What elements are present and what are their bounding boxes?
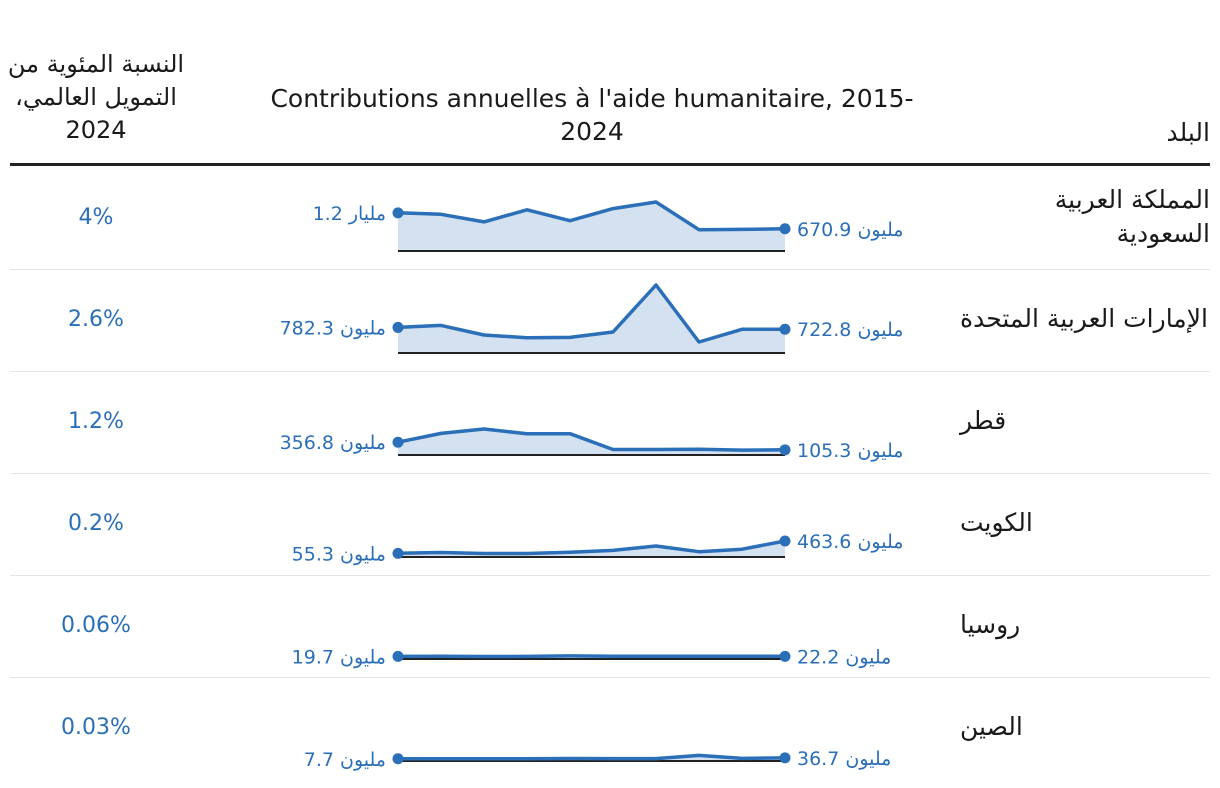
start-value-label: 782.3 مليون — [280, 317, 386, 339]
share-percent: 0.06% — [61, 612, 131, 638]
table-row: قطر 1.2% — [10, 371, 1210, 474]
share-percent: 1.2% — [68, 408, 124, 434]
start-value-label: 356.8 مليون — [280, 432, 386, 454]
table-row: المملكة العربية السعودية 4% — [10, 167, 1210, 270]
start-value-label: 7.7 مليون — [304, 749, 386, 771]
table-row: روسيا 0.06% — [10, 575, 1210, 678]
sparkline-area — [398, 202, 785, 251]
country-name: روسيا — [960, 610, 1021, 639]
sparkline-start-point — [392, 321, 404, 333]
share-percent: 0.2% — [68, 510, 124, 536]
share-percent: 0.03% — [61, 714, 131, 740]
sparkline-end-point — [779, 650, 791, 662]
share-percent: 4% — [78, 204, 114, 230]
header-divider — [10, 163, 1210, 166]
sparkline-line — [396, 283, 787, 344]
sparkline-start-point — [392, 547, 404, 559]
start-value-label: 1.2 مليار — [313, 203, 386, 225]
sparkline-end-point — [779, 752, 791, 764]
share-percent: 2.6% — [68, 306, 124, 332]
end-value-label: 36.7 مليون — [797, 748, 891, 770]
sparkline-line — [396, 753, 787, 761]
sparkline-area — [398, 285, 785, 353]
sparkline-start-point — [392, 207, 404, 219]
country-name: الصين — [960, 712, 1023, 741]
sparkline-start-point — [392, 753, 404, 765]
end-value-label: 670.9 مليون — [797, 219, 903, 241]
sparkline-line — [396, 427, 787, 452]
header-percent-title: النسبة المئوية من التمويل العالمي، 2024 — [7, 50, 185, 144]
header-chart-title: Contributions annuelles à l'aide humanit… — [270, 84, 914, 146]
table-row: الصين 0.03% — [10, 677, 1210, 779]
sparkline-start-point — [392, 436, 404, 448]
sparkline-line — [396, 200, 787, 232]
start-value-label: 19.7 مليون — [292, 646, 386, 668]
sparkline-end-point — [779, 444, 791, 456]
table-row: الإمارات العربية المتحدة 2.6% — [10, 269, 1210, 372]
end-value-label: 463.6 مليون — [797, 531, 903, 553]
start-value-label: 55.3 مليون — [292, 543, 386, 565]
country-name: المملكة العربية السعودية — [1054, 185, 1210, 248]
sparkline-end-point — [779, 223, 791, 235]
sparkline-end-point — [779, 535, 791, 547]
table-row: الكويت 0.2% — [10, 473, 1210, 576]
sparkline-area — [398, 541, 785, 557]
end-value-label: 22.2 مليون — [797, 646, 891, 668]
sparkline-start-point — [392, 650, 404, 662]
sparkline-line — [396, 539, 787, 556]
sparkline-end-point — [779, 323, 791, 335]
end-value-label: 105.3 مليون — [797, 440, 903, 462]
sparkline-line — [396, 654, 787, 659]
country-name: الكويت — [960, 508, 1033, 537]
country-name: الإمارات العربية المتحدة — [960, 304, 1208, 333]
end-value-label: 722.8 مليون — [797, 319, 903, 341]
header-country-title: البلد — [1166, 118, 1210, 147]
country-name: قطر — [960, 406, 1007, 435]
